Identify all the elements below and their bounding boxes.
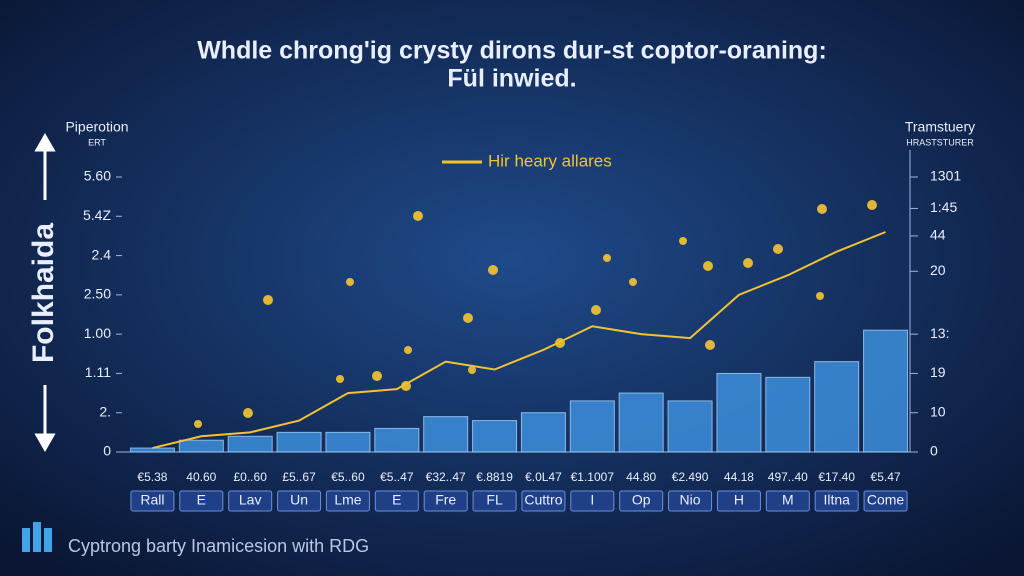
y-tick-label: 5.60 (84, 168, 111, 184)
cat-box (570, 490, 615, 512)
cat-box (619, 490, 664, 512)
y-tick-label: 1.00 (84, 325, 111, 341)
decor-dots (194, 200, 877, 428)
x-tick-label: Lav (239, 492, 262, 508)
cat-box (863, 490, 908, 512)
bar (423, 416, 469, 453)
cat-box (814, 490, 859, 512)
x-value-label: £5..67 (282, 470, 316, 484)
cat-box (228, 490, 273, 512)
legend-label: Hir heary allares (488, 151, 612, 170)
x-tick-label: Nio (680, 492, 701, 508)
y2-tick-label: 0 (930, 443, 938, 459)
y-tick-label: 1.11 (85, 364, 111, 380)
y-tick-label: 0 (103, 443, 111, 459)
bar (814, 361, 860, 453)
x-value-label: €32..47 (426, 470, 466, 484)
bar (716, 372, 762, 453)
cat-box (325, 490, 370, 512)
y2-subtitle: HRASTSTURER (906, 137, 974, 147)
bar (765, 376, 811, 453)
x-tick-label: H (734, 492, 744, 508)
y-tick-label: 5.4Z (83, 207, 111, 223)
x-tick-label: E (197, 492, 206, 508)
x-tick-label: E (392, 492, 401, 508)
x-tick-label: Op (632, 492, 651, 508)
bar (618, 392, 664, 453)
x-tick-label: Lme (334, 492, 361, 508)
bar (276, 431, 322, 453)
x-tick-label: Come (867, 492, 905, 508)
y-axis-label: Folkhaida (27, 223, 60, 363)
cat-box (374, 490, 419, 512)
bar (325, 431, 371, 453)
x-value-label: €2.490 (672, 470, 709, 484)
y-title: Piperotion (65, 119, 128, 135)
x-value-label: 44.18 (724, 470, 754, 484)
y-subtitle: ERT (88, 137, 106, 147)
cat-box (130, 490, 175, 512)
cat-box (668, 490, 713, 512)
bar (374, 427, 420, 453)
x-value-label: €1.1007 (571, 470, 615, 484)
y2-tick-label: 1301 (930, 168, 961, 184)
x-tick-label: Fre (435, 492, 456, 508)
axis-arrows (34, 132, 56, 453)
x-tick-label: FL (486, 492, 503, 508)
x-value-label: €5.47 (871, 470, 901, 484)
x-value-label: €5..60 (331, 470, 365, 484)
bar (520, 412, 566, 453)
chart-title: Whdle chrong'ig crysty dirons dur-st cop… (197, 37, 827, 65)
cat-box (472, 490, 517, 512)
y2-tick-label: 13: (930, 325, 949, 341)
x-value-label: £0..60 (234, 470, 268, 484)
cat-box (521, 490, 566, 512)
y2-title: Tramstuery (905, 119, 975, 135)
line (152, 231, 886, 450)
bar (227, 435, 273, 453)
cat-box (423, 490, 468, 512)
chart-subtitle: Fül inwied. (447, 65, 576, 93)
bar (178, 439, 224, 453)
x-value-label: €5..47 (380, 470, 414, 484)
x-value-label: €.8819 (476, 470, 513, 484)
x-tick-label: M (782, 492, 794, 508)
bar (129, 447, 175, 453)
cat-box (765, 490, 810, 512)
footer-text: Cyptrong barty Inamicesion with RDG (68, 536, 369, 556)
x-value-label: €5.38 (137, 470, 167, 484)
y-tick-label: 2.50 (84, 286, 111, 302)
y-tick-label: 2. (99, 403, 111, 419)
x-tick-label: Iltna (823, 492, 850, 508)
cat-box (179, 490, 224, 512)
y2-tick-label: 19 (930, 364, 946, 380)
bar (863, 329, 909, 453)
x-tick-label: Rall (140, 492, 164, 508)
x-value-label: 44.80 (626, 470, 656, 484)
x-tick-label: I (590, 492, 594, 508)
bar (569, 400, 615, 453)
cat-box (277, 490, 322, 512)
x-value-label: 40.60 (186, 470, 216, 484)
cat-box (716, 490, 761, 512)
x-value-label: €17.40 (818, 470, 855, 484)
y2-tick-label: 10 (930, 403, 946, 419)
x-tick-label: Cuttro (524, 492, 562, 508)
bar (472, 420, 518, 453)
y2-tick-label: 20 (930, 262, 946, 278)
x-value-label: €.0L47 (525, 470, 562, 484)
y-tick-label: 2.4 (92, 246, 112, 262)
bar (667, 400, 713, 453)
y2-tick-label: 44 (930, 227, 946, 243)
x-tick-label: Un (290, 492, 308, 508)
footer-logo (22, 522, 52, 552)
x-value-label: 497..40 (768, 470, 808, 484)
y2-tick-label: 1:45 (930, 199, 957, 215)
